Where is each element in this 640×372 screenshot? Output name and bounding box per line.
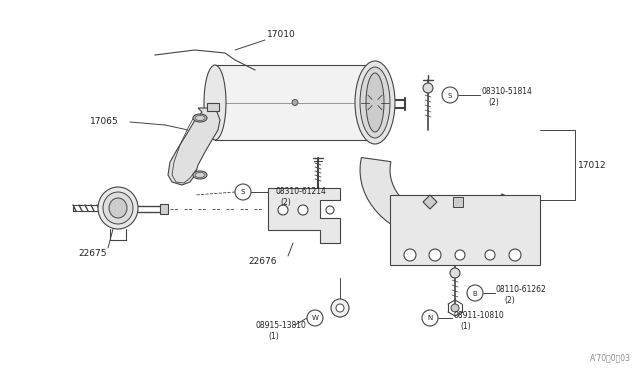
Bar: [453, 197, 463, 207]
Ellipse shape: [355, 61, 395, 144]
Text: 08310-61214: 08310-61214: [276, 187, 327, 196]
Circle shape: [467, 285, 483, 301]
Text: 22676: 22676: [248, 257, 276, 266]
Ellipse shape: [109, 198, 127, 218]
Polygon shape: [360, 157, 528, 242]
Ellipse shape: [366, 73, 384, 132]
Text: (2): (2): [504, 295, 515, 305]
Text: (2): (2): [488, 97, 499, 106]
Circle shape: [235, 184, 251, 200]
Text: 08911-10810: 08911-10810: [453, 311, 504, 321]
Circle shape: [422, 310, 438, 326]
Text: N: N: [428, 315, 433, 321]
Circle shape: [509, 249, 521, 261]
Text: (1): (1): [460, 321, 471, 330]
Circle shape: [429, 249, 441, 261]
Circle shape: [292, 99, 298, 106]
Circle shape: [404, 249, 416, 261]
Ellipse shape: [98, 187, 138, 229]
Circle shape: [298, 205, 308, 215]
Bar: [160, 204, 168, 214]
Ellipse shape: [204, 65, 226, 140]
Circle shape: [455, 250, 465, 260]
Text: (1): (1): [268, 331, 279, 340]
Text: (2): (2): [280, 198, 291, 206]
Polygon shape: [390, 195, 540, 265]
Text: W: W: [312, 315, 319, 321]
Text: S: S: [448, 93, 452, 99]
Text: 17065: 17065: [90, 116, 119, 125]
Text: 17010: 17010: [267, 30, 296, 39]
Text: S: S: [241, 189, 245, 196]
Polygon shape: [268, 188, 340, 243]
Circle shape: [423, 83, 433, 93]
Ellipse shape: [193, 171, 207, 179]
Circle shape: [485, 250, 495, 260]
Polygon shape: [423, 195, 437, 209]
Text: B: B: [472, 291, 477, 296]
Circle shape: [336, 304, 344, 312]
Circle shape: [442, 87, 458, 103]
Circle shape: [307, 310, 323, 326]
Text: 08310-51814: 08310-51814: [482, 87, 533, 96]
Ellipse shape: [193, 114, 207, 122]
Ellipse shape: [360, 67, 390, 138]
Bar: [215, 65, 375, 140]
Polygon shape: [168, 108, 220, 185]
Text: 22675: 22675: [78, 248, 106, 257]
Circle shape: [450, 268, 460, 278]
Text: 08110-61262: 08110-61262: [496, 285, 547, 295]
Circle shape: [326, 206, 334, 214]
Text: 17012: 17012: [578, 160, 607, 170]
Circle shape: [451, 304, 459, 312]
Text: 08915-13810: 08915-13810: [255, 321, 306, 330]
Text: A'70）0）03: A'70）0）03: [590, 353, 631, 362]
Circle shape: [278, 205, 288, 215]
Circle shape: [331, 299, 349, 317]
Ellipse shape: [103, 192, 133, 224]
Bar: [207, 103, 219, 111]
